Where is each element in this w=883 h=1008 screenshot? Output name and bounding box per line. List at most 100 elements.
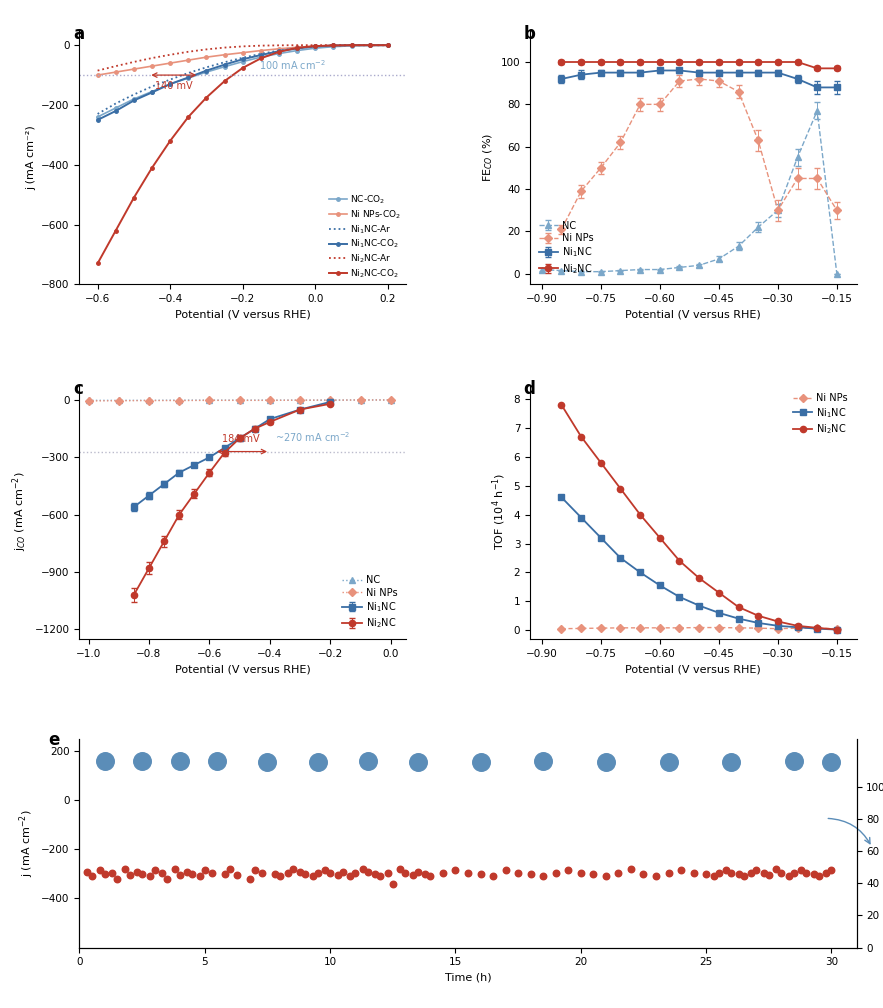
Ni$_2$NC-CO$_2$ [328,39,339,51]
Point [811,868,826,884]
Point [724,865,738,881]
Ni NPs [114,395,125,407]
NC [325,394,336,406]
Y-axis label: j (mA cm$^{-2}$): j (mA cm$^{-2}$) [17,809,36,877]
NC [204,394,215,406]
NC-CO$_2$ [346,39,357,51]
Ni$_1$NC-Ar [129,89,140,101]
Ni NPs [83,395,94,407]
NC-CO$_2$ [382,39,393,51]
Point [807,866,821,882]
Point [318,862,332,878]
Ni$_2$NC-CO$_2$ [219,75,230,87]
Ni NPs-CO$_2$ [382,39,393,51]
Line: Ni$_2$NC: Ni$_2$NC [558,402,840,633]
Point [406,867,420,883]
Point [674,862,688,878]
Point [706,868,721,884]
Ni$_2$NC [615,483,626,495]
NC-CO$_2$ [201,67,212,79]
Ni NPs [355,394,366,406]
Ni NPs [832,623,842,635]
Point [686,865,700,881]
NC-CO$_2$ [183,72,193,84]
Ni$_1$NC-CO$_2$ [238,53,248,66]
Ni NPs-CO$_2$ [219,48,230,60]
Ni$_1$NC-Ar [274,44,284,56]
Ni$_2$NC-CO$_2$ [183,111,193,123]
Ni NPs-CO$_2$ [165,57,176,70]
Ni$_2$NC-Ar [201,43,212,55]
Ni$_2$NC-Ar [291,39,302,51]
Point [360,753,374,769]
Point [85,868,99,884]
Ni NPs [733,622,743,634]
Point [699,866,713,882]
Ni$_1$NC-CO$_2$ [346,39,357,51]
Ni NPs [615,622,626,634]
Line: Ni NPs-CO$_2$: Ni NPs-CO$_2$ [96,43,389,77]
Point [436,865,450,881]
Ni NPs [386,394,396,406]
Ni$_2$NC-Ar [129,55,140,68]
Ni NPs-CO$_2$ [310,40,321,52]
Ni$_1$NC [675,591,685,603]
Ni NPs [204,394,215,406]
Point [360,864,374,880]
Point [562,862,576,878]
Ni$_2$NC-Ar [255,39,266,51]
Point [774,865,789,881]
Point [223,861,237,877]
Point [536,753,550,769]
Ni$_1$NC-CO$_2$ [93,114,103,126]
Ni$_1$NC [832,624,842,636]
Point [281,865,295,881]
Ni$_1$NC-Ar [147,81,157,93]
Point [724,754,738,770]
Ni$_1$NC [615,552,626,564]
Ni$_2$NC-CO$_2$ [255,52,266,65]
Ni$_2$NC [654,531,665,543]
Y-axis label: TOF (10$^4$ h$^{-1}$): TOF (10$^4$ h$^{-1}$) [491,473,508,550]
Point [419,866,433,882]
Point [637,866,651,882]
Point [285,861,299,877]
Ni$_1$NC [733,613,743,625]
Point [311,754,325,770]
Ni$_1$NC-CO$_2$ [291,42,302,54]
Point [185,866,200,882]
Ni NPs [811,622,822,634]
Point [298,866,312,882]
NC-CO$_2$ [291,44,302,56]
Point [273,868,287,884]
Point [712,865,726,881]
Line: Ni$_1$NC-CO$_2$: Ni$_1$NC-CO$_2$ [96,43,389,122]
Point [243,871,257,887]
NC-CO$_2$ [238,55,248,68]
Text: ~270 mA cm$^{-2}$: ~270 mA cm$^{-2}$ [275,429,350,444]
Ni$_1$NC-CO$_2$ [219,58,230,71]
Line: Ni$_2$NC-Ar: Ni$_2$NC-Ar [98,45,388,71]
Ni$_2$NC [811,622,822,634]
Ni$_2$NC [635,509,645,521]
Line: Ni$_1$NC-Ar: Ni$_1$NC-Ar [98,45,388,114]
Ni NPs [556,623,567,635]
Ni NPs [792,622,803,634]
Ni$_1$NC-CO$_2$ [365,39,375,51]
Ni$_1$NC-CO$_2$ [255,49,266,61]
Text: c: c [73,380,83,397]
Point [757,865,771,881]
Point [398,865,412,881]
Ni NPs-CO$_2$ [238,46,248,58]
Ni$_2$NC-Ar [274,39,284,51]
Ni$_1$NC [713,607,724,619]
Ni$_1$NC-Ar [310,40,321,52]
Ni NPs-CO$_2$ [110,67,121,79]
Ni$_2$NC [792,620,803,632]
Point [799,865,813,881]
Ni$_1$NC-CO$_2$ [328,39,339,51]
Ni$_2$NC-Ar [328,39,339,51]
Ni$_1$NC-Ar [201,61,212,74]
Text: a: a [73,25,84,43]
Ni NPs [295,394,306,406]
